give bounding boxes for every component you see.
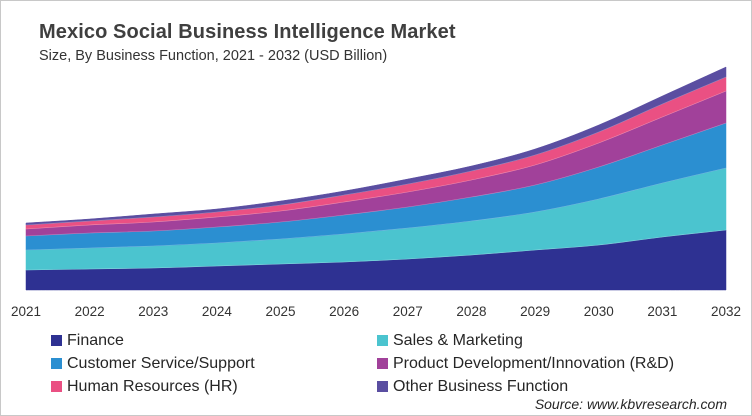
legend-swatch [377, 335, 388, 346]
legend-item: Product Development/Innovation (R&D) [377, 354, 717, 373]
legend-item: Customer Service/Support [51, 354, 377, 373]
legend-label: Other Business Function [393, 377, 569, 395]
legend-label: Human Resources (HR) [67, 377, 238, 395]
source-note: Source: www.kbvresearch.com [534, 396, 727, 412]
x-tick-label: 2032 [711, 304, 741, 319]
layer-separator [25, 229, 727, 271]
x-tick-label: 2023 [138, 304, 168, 319]
legend-item: Sales & Marketing [377, 331, 717, 350]
x-tick-label: 2027 [393, 304, 423, 319]
legend-item: Human Resources (HR) [51, 377, 377, 396]
layer-separator [25, 122, 727, 237]
x-tick-label: 2031 [647, 304, 677, 319]
x-tick-label: 2024 [202, 304, 233, 319]
stacked-area-plot: 2021 2022 2023 2024 2025 2026 2027 2028 2029 2030… [11, 66, 741, 319]
layer-separator [25, 76, 727, 226]
legend-item: Other Business Function [377, 377, 717, 396]
legend: Finance Sales & Marketing Customer Service… [51, 331, 731, 396]
x-tick-label: 2026 [329, 304, 359, 319]
legend-label: Customer Service/Support [67, 354, 255, 372]
legend-swatch [51, 358, 62, 369]
legend-label: Sales & Marketing [393, 331, 523, 349]
x-tick-label: 2025 [266, 304, 296, 319]
legend-swatch [51, 381, 62, 392]
chart-title: Mexico Social Business Intelligence Mark… [39, 21, 456, 43]
layer-separator [25, 167, 727, 251]
area-layers [25, 66, 727, 291]
x-axis-tick-labels: 2021 2022 2023 2024 2025 2026 2027 2028 2029 2030… [11, 304, 741, 319]
legend-swatch [377, 358, 388, 369]
legend-swatch [377, 381, 388, 392]
x-tick-label: 2029 [520, 304, 550, 319]
legend-swatch [51, 335, 62, 346]
legend-item: Finance [51, 331, 377, 350]
chart-subtitle: Size, By Business Function, 2021 - 2032 … [39, 48, 388, 64]
layer-separator [25, 90, 727, 230]
x-tick-label: 2021 [11, 304, 41, 319]
x-tick-label: 2022 [75, 304, 105, 319]
legend-label: Finance [67, 331, 124, 349]
x-tick-label: 2030 [584, 304, 614, 319]
area-other-business-function [25, 66, 727, 226]
x-tick-label: 2028 [456, 304, 486, 319]
legend-label: Product Development/Innovation (R&D) [393, 354, 675, 372]
